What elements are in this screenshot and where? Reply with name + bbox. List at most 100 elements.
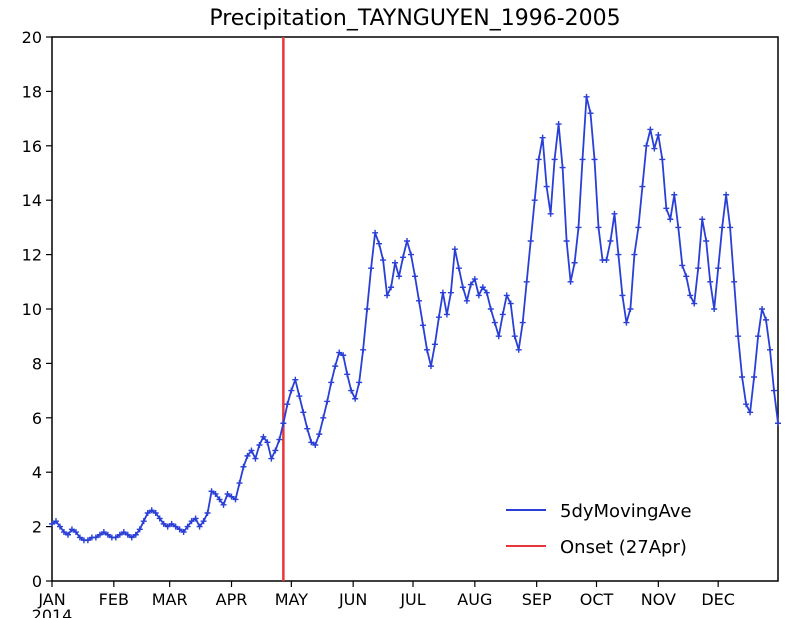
series-point-marker bbox=[216, 496, 223, 503]
series-point-marker bbox=[156, 515, 163, 522]
series-point-marker bbox=[284, 401, 291, 408]
series-point-marker bbox=[124, 531, 131, 538]
series-point-marker bbox=[683, 273, 690, 280]
series-point-marker bbox=[515, 346, 522, 353]
series-point-marker bbox=[372, 229, 379, 236]
series-point-marker bbox=[316, 431, 323, 438]
series-point-marker bbox=[356, 379, 363, 386]
series-point-marker bbox=[479, 284, 486, 291]
series-point-marker bbox=[100, 529, 107, 536]
series-point-marker bbox=[579, 156, 586, 163]
y-tick-label: 4 bbox=[32, 463, 42, 482]
series-point-marker bbox=[96, 531, 103, 538]
series-point-marker bbox=[184, 523, 191, 530]
series-point-marker bbox=[120, 529, 127, 536]
series-point-marker bbox=[639, 183, 646, 190]
series-point-marker bbox=[164, 523, 171, 530]
series-point-marker bbox=[459, 284, 466, 291]
series-point-marker bbox=[751, 374, 758, 380]
series-point-marker bbox=[220, 501, 227, 508]
series-point-marker bbox=[471, 276, 478, 283]
x-tick-label: JAN bbox=[37, 590, 65, 609]
series-point-marker bbox=[148, 507, 155, 514]
series-point-marker bbox=[615, 251, 622, 258]
series-point-marker bbox=[603, 257, 610, 264]
y-tick-label: 10 bbox=[22, 300, 42, 319]
series-point-marker bbox=[519, 319, 526, 326]
series-point-marker bbox=[423, 346, 430, 353]
series-point-marker bbox=[92, 534, 99, 541]
x-tick-label: JUN bbox=[338, 590, 367, 609]
series-point-marker bbox=[344, 371, 351, 378]
y-tick-label: 16 bbox=[22, 137, 42, 156]
series-point-marker bbox=[703, 238, 710, 244]
series-point-marker bbox=[172, 523, 179, 530]
series-point-marker bbox=[507, 300, 514, 307]
series-point-marker bbox=[739, 374, 746, 380]
series-point-marker bbox=[228, 493, 235, 500]
series-point-marker bbox=[236, 480, 243, 487]
legend-label-5dymovingave: 5dyMovingAve bbox=[560, 501, 692, 522]
series-point-marker bbox=[651, 145, 658, 152]
series-point-marker bbox=[667, 216, 674, 223]
series-point-marker bbox=[483, 289, 490, 296]
y-tick-label: 2 bbox=[32, 518, 42, 537]
series-point-marker bbox=[635, 224, 642, 231]
series-point-marker bbox=[408, 251, 415, 258]
series-markers bbox=[49, 93, 781, 544]
x-tick-label: SEP bbox=[522, 590, 552, 609]
series-point-marker bbox=[463, 297, 470, 304]
series-point-marker bbox=[224, 490, 231, 497]
series-point-marker bbox=[68, 526, 75, 533]
series-point-marker bbox=[727, 224, 734, 231]
series-point-marker bbox=[52, 518, 59, 525]
series-point-marker bbox=[328, 379, 335, 386]
series-point-marker bbox=[491, 319, 498, 326]
legend-label-onset: Onset (27Apr) bbox=[560, 537, 687, 558]
series-point-marker bbox=[136, 526, 143, 533]
series-point-marker bbox=[591, 156, 598, 163]
series-point-marker bbox=[256, 442, 263, 448]
series-point-marker bbox=[663, 205, 670, 212]
series-point-marker bbox=[655, 131, 662, 138]
series-point-marker bbox=[451, 246, 458, 253]
series-point-marker bbox=[276, 436, 283, 443]
series-point-marker bbox=[49, 520, 55, 527]
series-point-marker bbox=[499, 311, 506, 318]
series-point-marker bbox=[140, 518, 147, 525]
series-point-marker bbox=[707, 278, 714, 285]
series-point-marker bbox=[571, 259, 578, 266]
series-point-marker bbox=[296, 393, 303, 400]
chart-title: Precipitation_TAYNGUYEN_1996-2005 bbox=[209, 6, 620, 31]
series-point-marker bbox=[180, 529, 187, 536]
series-point-marker bbox=[348, 387, 355, 394]
x-tick-label: MAR bbox=[152, 590, 188, 609]
series-point-marker bbox=[767, 346, 774, 353]
series-point-marker bbox=[503, 292, 510, 299]
series-point-marker bbox=[176, 526, 183, 533]
series-point-marker bbox=[535, 156, 542, 163]
series-point-marker bbox=[679, 262, 686, 269]
series-point-marker bbox=[695, 265, 702, 272]
series-point-marker bbox=[619, 292, 626, 299]
series-point-marker bbox=[587, 110, 594, 117]
series-point-marker bbox=[376, 240, 383, 247]
series-point-marker bbox=[643, 142, 650, 149]
series-point-marker bbox=[435, 314, 442, 321]
y-tick-label: 6 bbox=[32, 409, 42, 428]
series-point-marker bbox=[755, 333, 762, 340]
series-point-marker bbox=[200, 518, 207, 525]
series-point-marker bbox=[623, 319, 630, 326]
series-point-marker bbox=[280, 420, 287, 427]
series-point-marker bbox=[128, 534, 135, 541]
series-point-marker bbox=[336, 349, 343, 356]
series-point-marker bbox=[116, 531, 123, 538]
x-tick-label: APR bbox=[216, 590, 248, 609]
series-point-marker bbox=[467, 281, 474, 288]
series-point-marker bbox=[607, 238, 614, 244]
series-point-marker bbox=[771, 387, 778, 394]
y-tick-label: 12 bbox=[22, 246, 42, 265]
series-point-marker bbox=[659, 156, 666, 163]
series-point-marker bbox=[647, 126, 654, 133]
